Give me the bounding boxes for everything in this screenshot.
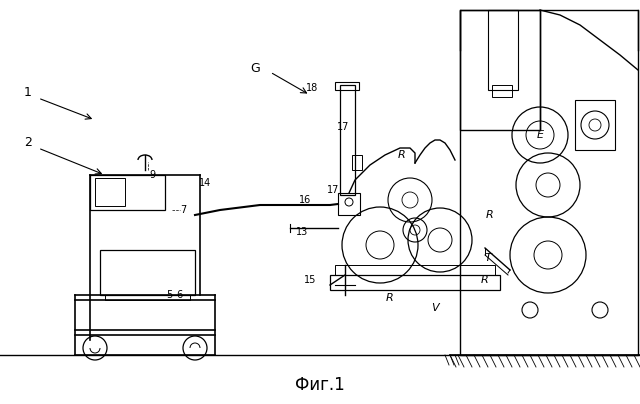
Text: 17: 17 [327, 185, 339, 195]
Bar [100, 250, 195, 295]
Bar [492, 85, 512, 97]
Text: 5–6: 5–6 [166, 290, 184, 300]
Bar [90, 175, 165, 210]
Bar [335, 265, 495, 275]
Bar [105, 295, 190, 300]
Bar [352, 155, 362, 170]
Text: 13: 13 [296, 227, 308, 237]
Text: V: V [431, 303, 439, 313]
Bar [488, 10, 518, 90]
Text: R: R [481, 275, 489, 285]
Text: T: T [484, 253, 492, 263]
Text: 14: 14 [199, 178, 211, 188]
Text: 7: 7 [180, 205, 186, 215]
Text: R: R [386, 293, 394, 303]
Text: R: R [486, 210, 494, 220]
Bar [340, 85, 355, 195]
Bar [575, 100, 615, 150]
Text: 18: 18 [306, 83, 318, 93]
Bar [460, 10, 540, 130]
Bar [460, 10, 638, 355]
Text: 16: 16 [299, 195, 311, 205]
Bar [95, 178, 125, 206]
Text: R: R [398, 150, 406, 160]
Bar [338, 193, 360, 215]
Text: 2: 2 [24, 137, 32, 149]
Text: 1: 1 [24, 86, 32, 99]
Text: 15: 15 [304, 275, 316, 285]
Text: 9: 9 [149, 170, 155, 180]
Text: Фиг.1: Фиг.1 [295, 376, 345, 394]
Bar [335, 82, 359, 90]
Bar [330, 275, 500, 290]
Text: E: E [536, 130, 543, 140]
Text: 17: 17 [337, 122, 349, 132]
Text: G: G [250, 61, 260, 74]
